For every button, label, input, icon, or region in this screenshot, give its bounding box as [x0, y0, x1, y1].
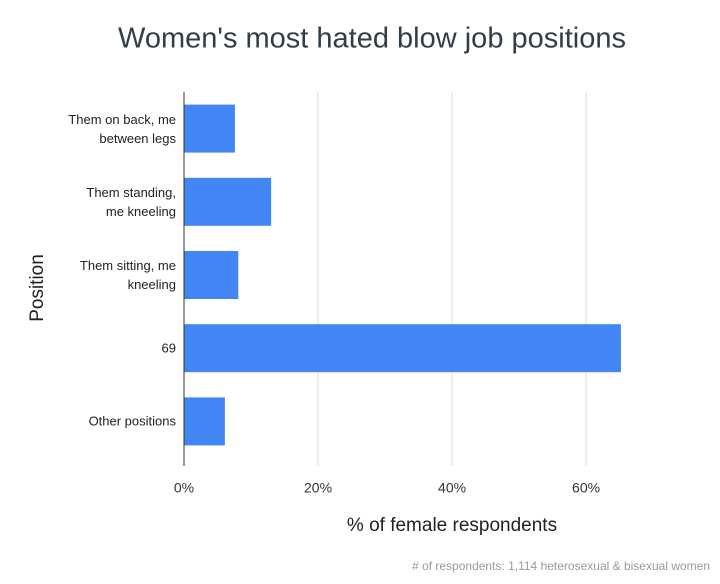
y-tick-label: Them on back, me between legs: [68, 111, 176, 146]
x-tick-label: 60%: [572, 480, 600, 496]
y-tick-label: Other positions: [88, 413, 176, 429]
bar: [184, 104, 235, 153]
x-tick-label: 20%: [304, 480, 332, 496]
x-tick-label: 0%: [174, 480, 194, 496]
y-tick-label: Them sitting, me kneeling: [79, 258, 176, 292]
chart-title: Women's most hated blow job positions: [118, 23, 626, 55]
y-tick-label: 69: [161, 340, 176, 356]
x-axis-title: % of female respondents: [347, 515, 557, 536]
bar: [184, 177, 272, 226]
footnote: # of respondents: 1,114 heterosexual & b…: [412, 559, 710, 573]
y-axis-title: Position: [27, 254, 48, 322]
bar: [184, 397, 225, 446]
y-tick-label: Them standing, me kneeling: [86, 184, 176, 219]
bar: [184, 251, 239, 299]
bar: [184, 324, 621, 373]
x-tick-label: 40%: [438, 480, 466, 496]
